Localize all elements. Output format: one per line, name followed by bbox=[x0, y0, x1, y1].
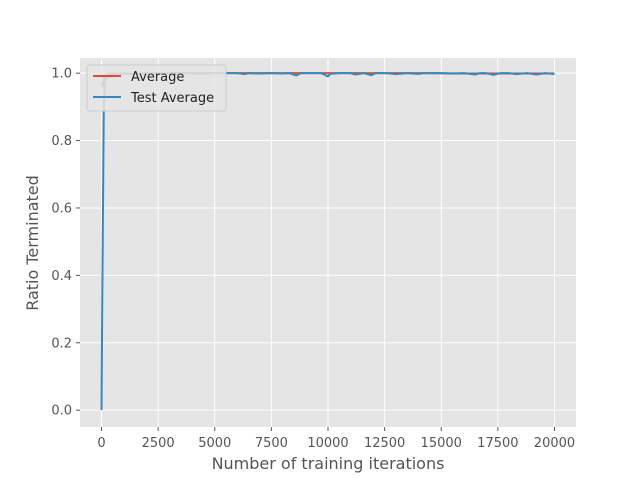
y-tick-label: 0.8 bbox=[51, 134, 72, 149]
x-tick-label: 17500 bbox=[477, 436, 518, 451]
x-axis-ticks: 0 2500 5000 7500 10000 12500 15000 17500 20000 bbox=[97, 427, 575, 451]
x-axis-label: Number of training iterations bbox=[212, 454, 445, 473]
y-tick-label: 0.0 bbox=[51, 404, 72, 419]
x-tick-label: 7500 bbox=[255, 436, 288, 451]
legend: Average Test Average bbox=[86, 64, 227, 112]
y-tick-label: 1.0 bbox=[51, 67, 72, 82]
y-axis-ticks: 0.0 0.2 0.4 0.6 0.8 1.0 bbox=[51, 67, 80, 419]
x-tick-label: 15000 bbox=[421, 436, 462, 451]
y-tick-label: 0.6 bbox=[51, 201, 72, 216]
x-tick-label: 10000 bbox=[307, 436, 348, 451]
x-tick-label: 20000 bbox=[534, 436, 575, 451]
y-tick-label: 0.4 bbox=[51, 269, 72, 284]
x-tick-label: 2500 bbox=[142, 436, 175, 451]
x-tick-label: 5000 bbox=[198, 436, 231, 451]
y-tick-label: 0.2 bbox=[51, 336, 72, 351]
x-tick-label: 12500 bbox=[364, 436, 405, 451]
legend-box bbox=[86, 64, 227, 112]
legend-label-test-average: Test Average bbox=[130, 91, 214, 106]
x-tick-label: 0 bbox=[97, 436, 105, 451]
legend-label-average: Average bbox=[131, 70, 184, 85]
y-axis-label: Ratio Terminated bbox=[23, 175, 42, 311]
